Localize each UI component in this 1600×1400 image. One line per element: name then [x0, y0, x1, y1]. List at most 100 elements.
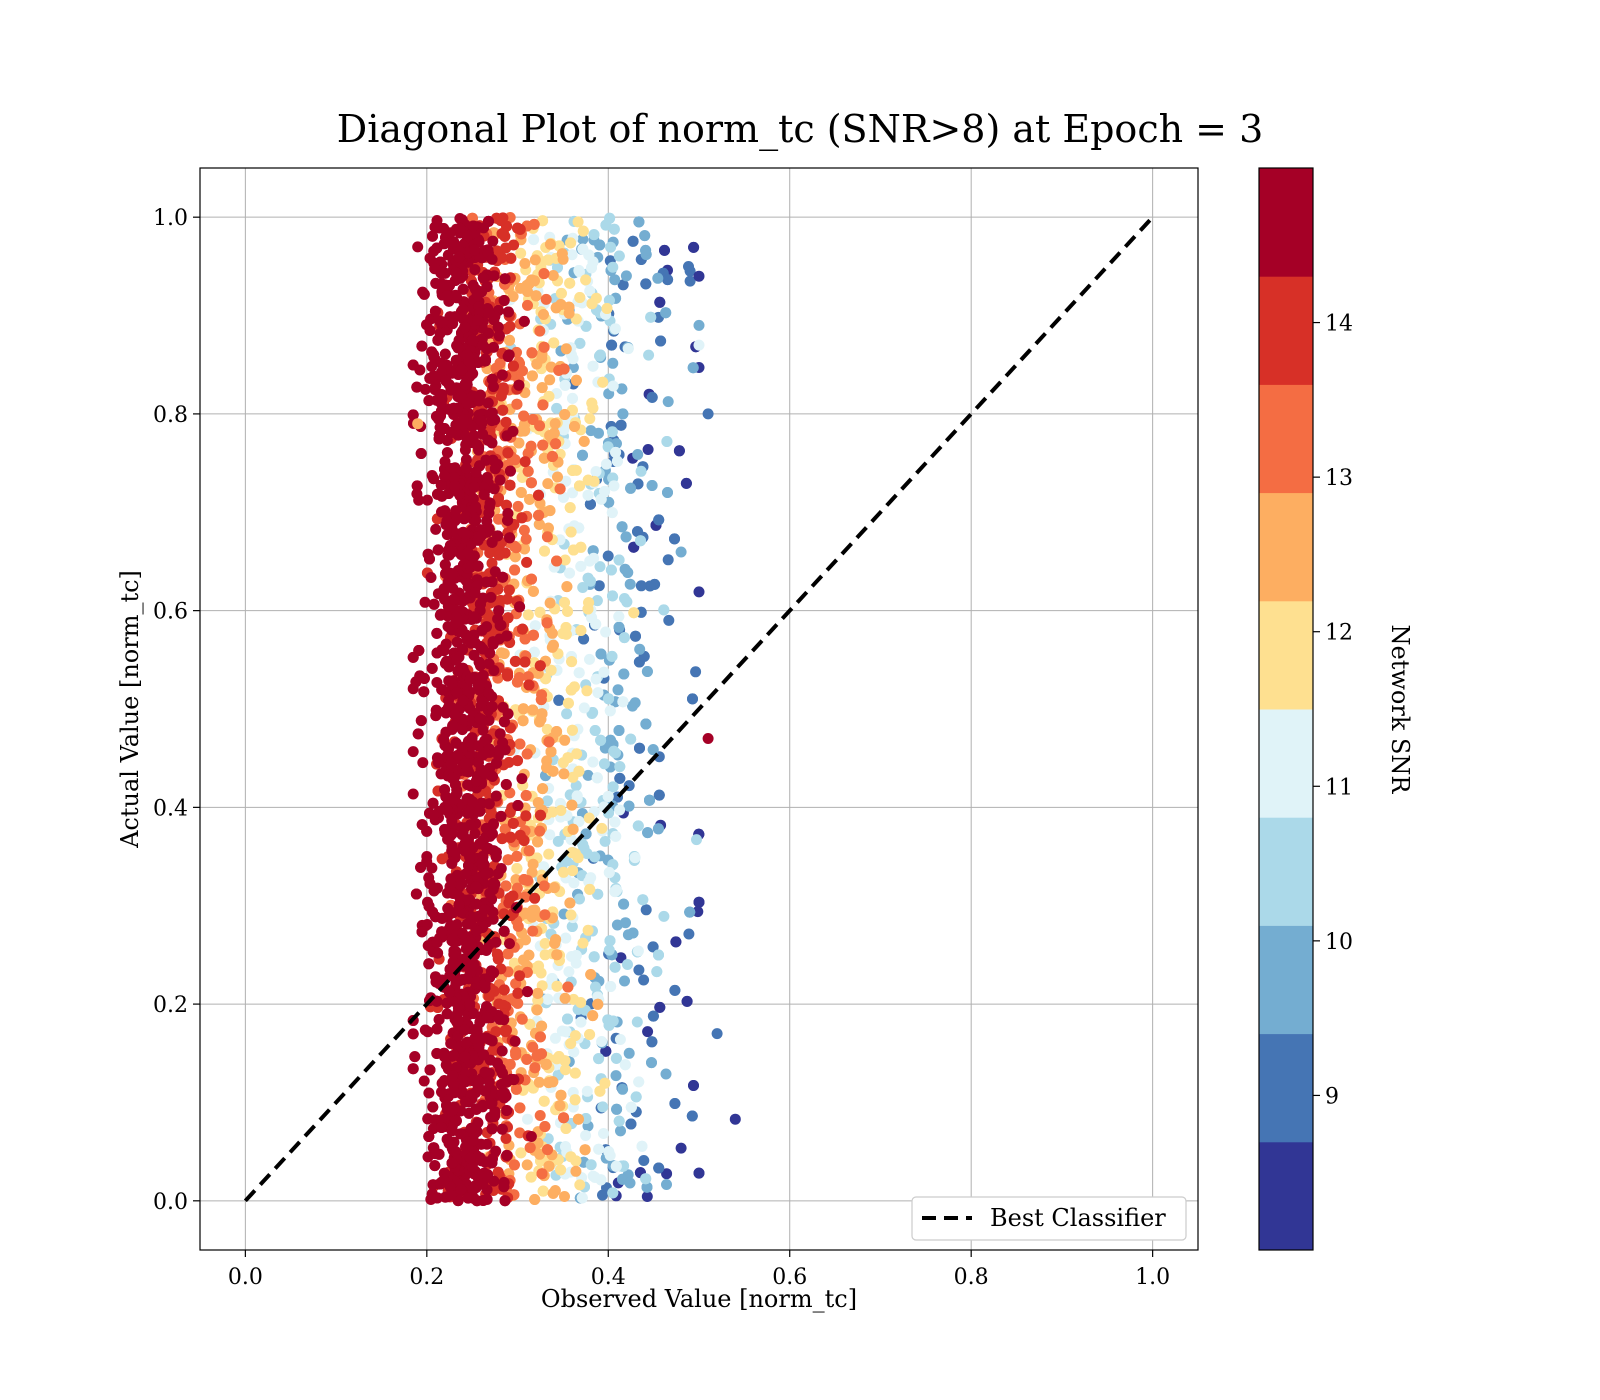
scatter-point	[535, 809, 546, 821]
scatter-point	[532, 987, 544, 999]
scatter-point	[486, 253, 498, 265]
scatter-point	[519, 656, 531, 668]
scatter-point	[486, 1123, 498, 1135]
scatter-point	[587, 756, 599, 768]
scatter-point	[431, 242, 443, 254]
scatter-point	[558, 1112, 570, 1124]
scatter-point	[567, 771, 579, 783]
scatter-point	[618, 632, 630, 644]
scatter-point	[635, 580, 647, 592]
scatter-point	[532, 836, 544, 848]
scatter-point	[568, 1046, 580, 1058]
scatter-point	[549, 1032, 561, 1044]
scatter-point	[514, 1102, 526, 1114]
scatter-point	[504, 465, 516, 477]
scatter-point	[575, 541, 587, 553]
scatter-point	[566, 249, 578, 261]
scatter-point	[561, 581, 573, 593]
scatter-point	[660, 1068, 672, 1080]
scatter-point	[515, 1147, 527, 1159]
scatter-point	[588, 229, 600, 241]
scatter-point	[519, 633, 531, 645]
scatter-point	[407, 788, 419, 800]
scatter-point	[541, 531, 553, 543]
scatter-point	[669, 1098, 681, 1109]
scatter-point	[467, 368, 479, 380]
scatter-point	[570, 780, 582, 792]
scatter-point	[495, 619, 507, 631]
scatter-point	[507, 291, 519, 302]
scatter-point	[529, 892, 541, 904]
scatter-point	[519, 456, 531, 468]
scatter-point	[510, 1049, 522, 1061]
scatter-point	[594, 1085, 606, 1097]
scatter-point	[642, 827, 654, 839]
scatter-point	[456, 878, 468, 890]
scatter-point	[490, 936, 502, 948]
scatter-point	[487, 828, 498, 840]
scatter-point	[632, 820, 644, 832]
scatter-point	[471, 439, 483, 451]
scatter-point	[625, 482, 637, 494]
scatter-point	[587, 1010, 599, 1022]
scatter-point	[521, 1159, 533, 1171]
scatter-point	[653, 789, 665, 801]
scatter-point	[581, 848, 593, 859]
scatter-point	[539, 545, 550, 557]
scatter-point	[616, 521, 628, 533]
scatter-point	[585, 969, 597, 980]
scatter-point	[639, 230, 651, 242]
scatter-point	[560, 475, 572, 487]
scatter-point	[577, 449, 588, 461]
scatter-point	[567, 865, 579, 877]
scatter-point	[617, 408, 629, 420]
scatter-point	[617, 279, 629, 291]
scatter-point	[481, 472, 493, 483]
scatter-point	[423, 1131, 435, 1142]
scatter-point	[537, 1185, 549, 1197]
scatter-point	[614, 804, 626, 816]
scatter-point	[482, 397, 494, 409]
scatter-point	[632, 526, 643, 538]
scatter-point	[578, 633, 590, 645]
scatter-point	[487, 454, 499, 466]
scatter-point	[504, 320, 516, 332]
scatter-point	[543, 1160, 555, 1172]
scatter-point	[500, 416, 512, 428]
scatter-point	[496, 1123, 508, 1135]
scatter-point	[534, 825, 546, 837]
scatter-point	[471, 1195, 483, 1207]
scatter-point	[566, 799, 578, 811]
scatter-point	[591, 772, 603, 784]
scatter-point	[584, 1029, 596, 1040]
scatter-point	[602, 791, 614, 802]
scatter-point	[684, 275, 696, 287]
scatter-point	[520, 533, 532, 545]
scatter-point	[508, 239, 520, 251]
scatter-point	[610, 884, 622, 896]
scatter-point	[597, 376, 609, 388]
scatter-point	[640, 1173, 652, 1185]
scatter-point	[595, 648, 607, 660]
scatter-point	[431, 627, 443, 639]
scatter-point	[688, 1080, 699, 1091]
scatter-point	[407, 1063, 419, 1075]
scatter-point	[430, 277, 442, 289]
scatter-point	[412, 728, 424, 740]
scatter-point	[602, 550, 614, 562]
scatter-point	[658, 604, 670, 616]
scatter-point	[693, 896, 705, 908]
scatter-point	[541, 723, 553, 735]
scatter-point	[507, 360, 519, 372]
scatter-point	[562, 605, 573, 617]
scatter-point	[596, 1036, 608, 1047]
scatter-point	[641, 1191, 653, 1202]
scatter-point	[527, 1041, 539, 1053]
scatter-point	[617, 1083, 629, 1095]
scatter-point	[446, 1105, 458, 1117]
scatter-point	[647, 941, 659, 953]
scatter-point	[534, 1110, 546, 1121]
scatter-point	[622, 929, 634, 941]
scatter-point	[443, 675, 455, 687]
scatter-point	[584, 285, 596, 297]
